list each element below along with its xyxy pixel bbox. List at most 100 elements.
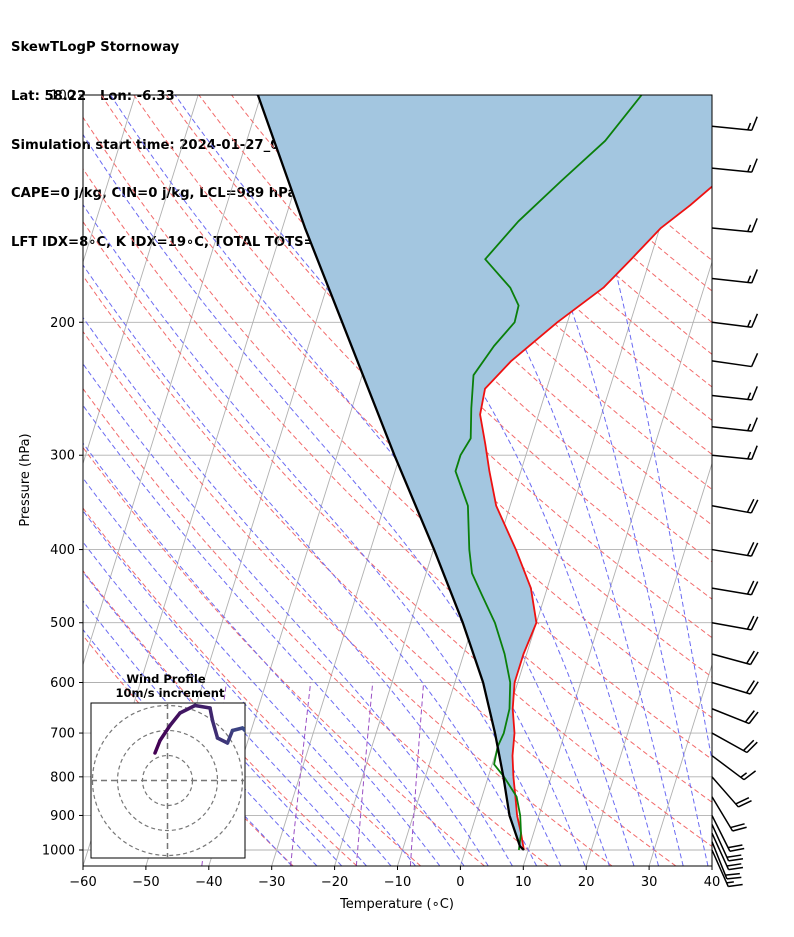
- barb-half-flag: [747, 122, 752, 131]
- wind-barbs: [711, 116, 759, 888]
- y-tick-label: 900: [50, 809, 75, 824]
- barb-flag: [746, 542, 755, 556]
- x-tick-label: −30: [258, 875, 285, 890]
- wind-barb: [711, 116, 758, 131]
- barb-staff: [711, 681, 751, 695]
- barb-flag: [728, 857, 744, 862]
- barb-flag: [750, 499, 759, 514]
- barb-half-flag: [747, 275, 752, 283]
- wind-barb: [711, 650, 759, 666]
- hodograph-trace: [250, 736, 255, 739]
- barb-staff: [711, 587, 752, 596]
- barb-flag: [746, 650, 755, 664]
- barb-flag: [751, 158, 758, 173]
- barb-staff: [711, 360, 752, 368]
- wind-barb: [711, 269, 758, 284]
- barb-staff: [711, 167, 752, 173]
- wind-barb: [711, 218, 758, 233]
- y-tick-label: 700: [50, 727, 75, 742]
- y-tick-label: 100: [50, 89, 75, 104]
- hodograph-trace: [225, 728, 235, 745]
- hodograph-trace: [208, 706, 215, 723]
- hodograph-trace: [168, 711, 182, 728]
- y-axis-label: Pressure (hPa): [18, 433, 33, 526]
- barb-flag: [751, 445, 758, 460]
- moist-adiabat: [83, 510, 392, 866]
- x-axis-label: Temperature (∘C): [339, 897, 454, 912]
- x-tick-label: −10: [384, 875, 411, 890]
- moist-adiabat: [83, 362, 489, 866]
- barb-half-flag: [747, 451, 752, 460]
- moist-adiabat: [564, 95, 712, 763]
- cape-shading: [257, 95, 712, 850]
- moist-adiabat: [83, 316, 513, 866]
- barb-flag: [750, 581, 759, 596]
- barb-flag: [745, 680, 755, 694]
- dry-adiabat: [83, 330, 613, 866]
- barb-staff: [711, 454, 752, 460]
- isotherm: [585, 461, 712, 866]
- wind-barb: [711, 445, 758, 460]
- barb-staff: [711, 824, 730, 862]
- barb-staff: [711, 425, 752, 432]
- y-tick-label: 600: [50, 676, 75, 691]
- barb-staff: [711, 548, 752, 557]
- barb-flag: [749, 681, 759, 695]
- x-tick-label: 20: [578, 875, 595, 890]
- barb-staff: [711, 841, 728, 880]
- moist-adiabat: [83, 541, 367, 866]
- wind-barb: [711, 824, 744, 862]
- wind-barb: [711, 680, 759, 695]
- mixing-ratio-line: [290, 682, 312, 866]
- barb-staff: [711, 732, 748, 754]
- barb-flag: [751, 386, 758, 401]
- barb-flag: [730, 823, 745, 829]
- barb-flag: [746, 498, 755, 513]
- barb-flag: [742, 739, 755, 752]
- dry-adiabat: [83, 274, 677, 866]
- wind-barb: [711, 708, 759, 725]
- wind-barb: [711, 615, 759, 631]
- hodograph-trace: [153, 738, 162, 755]
- location-line: Lat: 58.22 Lon: -6.33: [11, 89, 175, 104]
- barb-staff: [711, 653, 751, 666]
- barb-flag: [748, 711, 759, 725]
- wind-barb: [711, 580, 759, 596]
- dry-adiabat: [83, 387, 549, 866]
- barb-flag: [751, 417, 758, 432]
- barb-flag: [750, 352, 759, 367]
- mixing-ratio-line: [355, 682, 374, 866]
- x-tick-label: 10: [515, 875, 532, 890]
- hodograph-trace: [240, 726, 245, 733]
- wind-barb: [711, 498, 759, 514]
- dewpoint-line: [454, 95, 643, 851]
- x-tick-label: −20: [321, 875, 348, 890]
- y-tick-label: 400: [50, 543, 75, 558]
- barb-flag: [732, 826, 747, 832]
- parcel-line: [256, 95, 525, 851]
- cape-cin-area: [257, 95, 712, 850]
- dry-adiabat: [133, 95, 712, 678]
- barb-staff: [711, 227, 752, 233]
- wind-barb: [711, 815, 745, 852]
- dry-adiabat: [83, 116, 712, 760]
- wind-barb: [711, 841, 742, 880]
- barb-flag: [738, 800, 752, 808]
- barb-flag: [726, 876, 742, 880]
- hodograph-subtitle: 10m/s increment: [116, 686, 225, 700]
- wind-barb: [711, 776, 752, 808]
- hodograph-trace: [210, 718, 220, 740]
- barb-staff: [711, 708, 750, 725]
- dry-adiabat: [263, 95, 712, 526]
- moist-adiabat: [357, 95, 684, 866]
- y-tick-label: 300: [50, 449, 75, 464]
- wind-barb: [711, 417, 758, 432]
- y-tick-label: 1000: [42, 844, 75, 859]
- barb-staff: [711, 755, 745, 781]
- isotherm: [0, 95, 72, 866]
- barb-staff: [711, 321, 752, 328]
- wind-barb: [711, 732, 758, 754]
- barb-staff: [711, 621, 752, 631]
- barb-flag: [735, 797, 750, 805]
